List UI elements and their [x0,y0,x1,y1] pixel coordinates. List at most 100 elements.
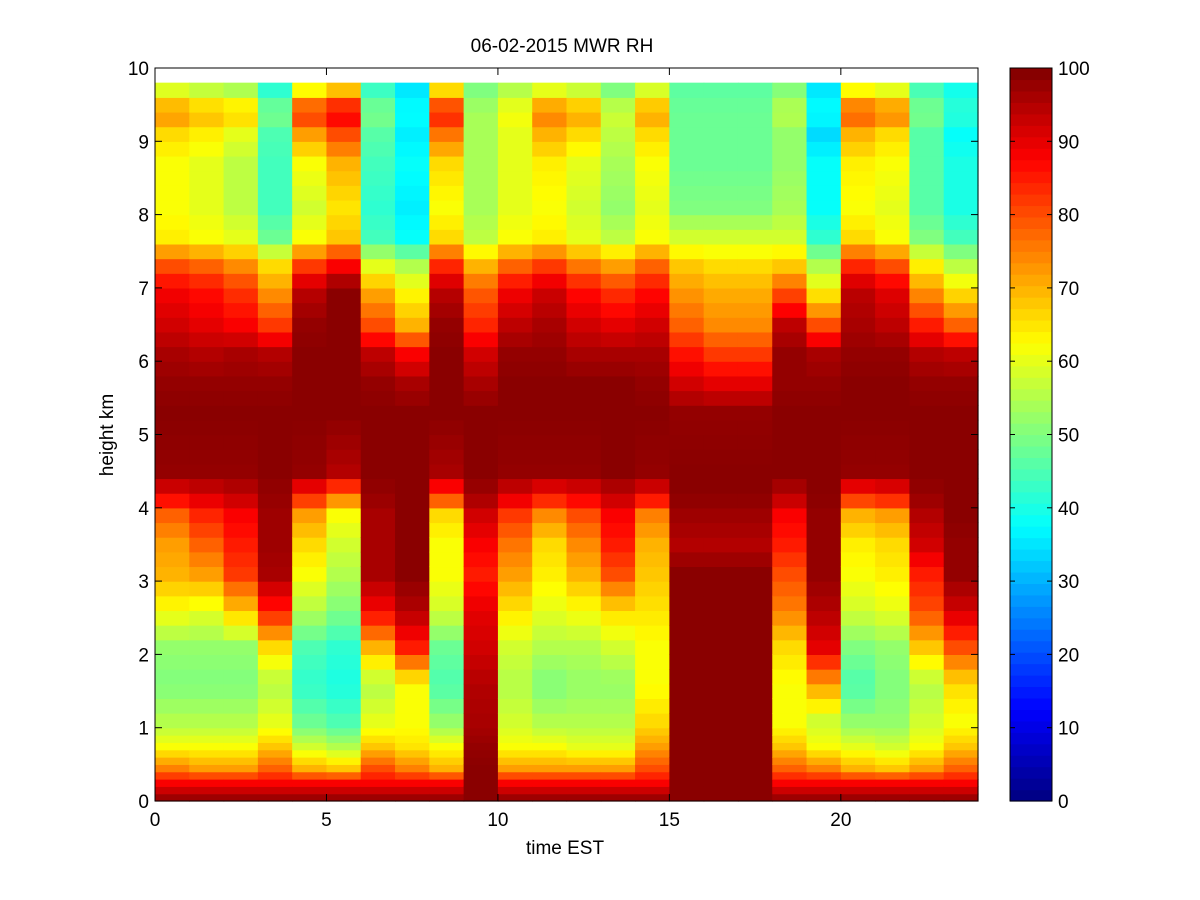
heatmap-cell [669,566,705,582]
heatmap-cell [360,522,396,538]
heatmap-cell [429,793,465,802]
heatmap-cell [360,155,396,172]
heatmap-cell [223,302,259,318]
heatmap-cell [497,625,533,641]
heatmap-cell [566,793,602,802]
heatmap-cell [223,214,259,230]
heatmap-cell [189,375,225,392]
heatmap-cell [943,434,979,450]
heatmap-cell [909,507,945,524]
heatmap-cell [566,581,602,597]
heatmap-cell [875,405,911,421]
colorbar-band [1010,617,1052,630]
heatmap-cell [360,229,396,245]
heatmap-cell [635,331,670,348]
heatmap-cell [292,595,328,612]
heatmap-cell [943,749,979,758]
heatmap-cell [703,793,739,802]
heatmap-cell [463,639,499,655]
heatmap-cell [943,683,979,699]
heatmap-cell [737,793,773,802]
heatmap-cell [635,493,670,509]
heatmap-cell [395,346,430,362]
heatmap-cell [292,185,328,201]
heatmap-cell [395,507,430,524]
heatmap-cell [532,771,568,780]
heatmap-cell [257,111,293,128]
heatmap-cell [395,126,430,142]
heatmap-cell [703,97,739,113]
colorbar-band [1010,90,1052,103]
heatmap-cell [429,302,465,318]
heatmap-cell [669,727,705,736]
heatmap-cell [497,141,533,157]
heatmap-cell [772,757,808,765]
heatmap-cell [737,273,773,289]
heatmap-cell [257,727,293,736]
heatmap-cell [635,764,670,773]
heatmap-cell [497,779,533,787]
heatmap-cell [772,581,808,597]
heatmap-cell [257,522,293,538]
heatmap-cell [806,390,842,406]
heatmap-cell [532,698,568,714]
heatmap-cell [257,463,293,480]
heatmap-cell [875,779,911,787]
heatmap-cell [292,82,328,98]
heatmap-cell [875,361,911,377]
heatmap-cell [189,771,225,780]
heatmap-cell [703,698,739,714]
heatmap-cell [360,390,396,406]
heatmap-cell [429,361,465,377]
heatmap-cell [360,97,396,113]
heatmap-cell [532,639,568,655]
heatmap-cell [360,507,396,524]
colorbar-band [1010,743,1052,756]
heatmap-cell [943,698,979,714]
heatmap-cell [943,82,979,98]
heatmap-cell [189,522,225,538]
heatmap-cell [772,698,808,714]
heatmap-cell [189,595,225,612]
heatmap-cell [669,273,705,289]
heatmap-cell [600,757,636,765]
heatmap-cell [155,390,190,406]
heatmap-cell [566,639,602,655]
y-tick-label: 3 [138,572,149,593]
heatmap-cell [463,390,499,406]
heatmap-cell [155,551,190,568]
heatmap-cell [806,214,842,230]
heatmap-cell [292,771,328,780]
heatmap-cell [189,390,225,406]
heatmap-cell [703,185,739,201]
heatmap-cell [257,155,293,172]
heatmap-cell [155,405,190,421]
heatmap-cell [463,581,499,597]
heatmap-cell [257,434,293,450]
heatmap-cell [600,786,636,795]
heatmap-cell [292,566,328,582]
heatmap-cell [429,287,465,304]
heatmap-cell [600,111,636,128]
colorbar-band [1010,388,1052,401]
heatmap-cell [155,742,190,751]
heatmap-cell [840,405,876,421]
heatmap-cell [737,126,773,142]
heatmap-cell [326,654,362,670]
heatmap-cell [326,331,362,348]
heatmap-cell [155,111,190,128]
heatmap-cell [360,258,396,274]
heatmap-cell [600,229,636,245]
heatmap-cell [635,793,670,802]
heatmap-cell [943,97,979,113]
heatmap-cell [429,449,465,465]
heatmap-cell [257,793,293,802]
heatmap-cell [772,449,808,465]
heatmap-cell [223,625,259,641]
colorbar-band [1010,102,1052,115]
heatmap-cell [497,669,533,685]
heatmap-cell [395,155,430,172]
heatmap-cell [463,493,499,509]
heatmap-cell [635,170,670,186]
heatmap-cell [875,669,911,685]
